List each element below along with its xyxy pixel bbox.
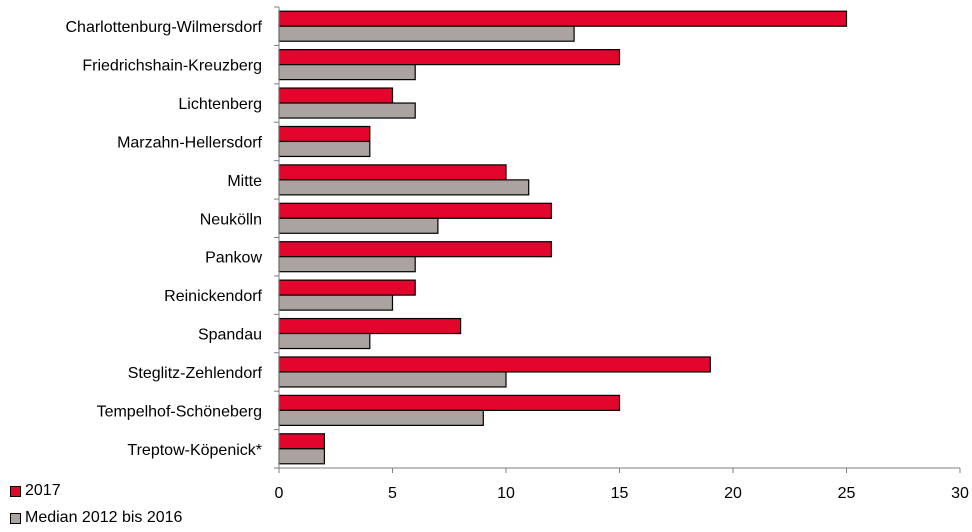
- x-tick-label-5: 5: [388, 485, 397, 502]
- labels-group: Charlottenburg-Wilmersdorf Friedrichshain…: [65, 19, 969, 502]
- category-label-marzahn-hellersdorf: Marzahn-Hellersdorf: [117, 134, 262, 151]
- bar-median-2012-bis-2016-spandau: [278, 332, 371, 350]
- category-label-friedrichshain-kreuzberg: Friedrichshain-Kreuzberg: [82, 58, 262, 75]
- legend-item-median: Median 2012 bis 2016: [10, 509, 182, 527]
- bar-2017-pankow: [278, 241, 552, 258]
- legend-label-2017: 2017: [25, 482, 61, 499]
- category-label-charlottenburg-wilmersdorf: Charlottenburg-Wilmersdorf: [65, 19, 262, 36]
- bar-2017-mitte: [278, 164, 507, 181]
- x-tick-label-10: 10: [497, 485, 515, 502]
- bar-median-2012-bis-2016-tempelhof-schoneberg: [278, 409, 484, 426]
- legend-item-2017: 2017: [10, 482, 61, 500]
- category-label-pankow: Pankow: [205, 250, 262, 267]
- bar-median-2012-bis-2016-steglitz-zehlendorf: [278, 371, 507, 388]
- bar-2017-reinickendorf: [278, 279, 416, 296]
- bar-median-2012-bis-2016-friedrichshain-kreuzberg: [278, 64, 416, 81]
- bar-median-2012-bis-2016-treptow-kopenick: [278, 448, 326, 465]
- bars-group: [278, 10, 848, 465]
- bar-2017-neukolln: [278, 202, 552, 219]
- bar-median-2012-bis-2016-charlottenburg-wilmersdorf: [278, 25, 575, 42]
- bar-median-2012-bis-2016-reinickendorf: [278, 294, 394, 311]
- bar-2017-lichtenberg: [278, 87, 394, 104]
- category-label-tempelhof-schoneberg: Tempelhof-Schöneberg: [97, 403, 262, 420]
- bar-median-2012-bis-2016-neukolln: [278, 217, 439, 234]
- category-label-reinickendorf: Reinickendorf: [164, 288, 262, 305]
- bar-median-2012-bis-2016-pankow: [278, 256, 416, 273]
- x-tick-label-25: 25: [838, 485, 856, 502]
- x-tick-label-15: 15: [611, 485, 629, 502]
- category-label-steglitz-zehlendorf: Steglitz-Zehlendorf: [128, 365, 263, 382]
- legend-label-median: Median 2012 bis 2016: [25, 509, 183, 526]
- bar-2017-steglitz-zehlendorf: [278, 356, 711, 373]
- legend-swatch-median: [10, 512, 21, 524]
- bar-2017-charlottenburg-wilmersdorf: [278, 10, 848, 27]
- bar-2017-treptow-kopenick: [278, 433, 326, 450]
- category-label-neukolln: Neukölln: [200, 211, 262, 228]
- bar-median-2012-bis-2016-mitte: [278, 179, 530, 196]
- x-tick-label-0: 0: [275, 485, 284, 502]
- bar-2017-marzahn-hellersdorf: [278, 125, 371, 143]
- category-label-treptow-kopenick: Treptow-Köpenick*: [127, 442, 262, 459]
- x-tick-label-30: 30: [951, 485, 969, 502]
- bar-median-2012-bis-2016-marzahn-hellersdorf: [278, 140, 371, 158]
- category-label-lichtenberg: Lichtenberg: [178, 96, 262, 113]
- legend-swatch-2017: [10, 485, 21, 497]
- x-tick-label-20: 20: [724, 485, 742, 502]
- bar-2017-friedrichshain-kreuzberg: [278, 49, 621, 66]
- axes-group: [274, 6, 961, 473]
- bar-median-2012-bis-2016-lichtenberg: [278, 102, 416, 119]
- bar-2017-spandau: [278, 317, 462, 335]
- category-label-mitte: Mitte: [227, 173, 262, 190]
- category-label-spandau: Spandau: [198, 327, 262, 344]
- bar-2017-tempelhof-schoneberg: [278, 394, 621, 411]
